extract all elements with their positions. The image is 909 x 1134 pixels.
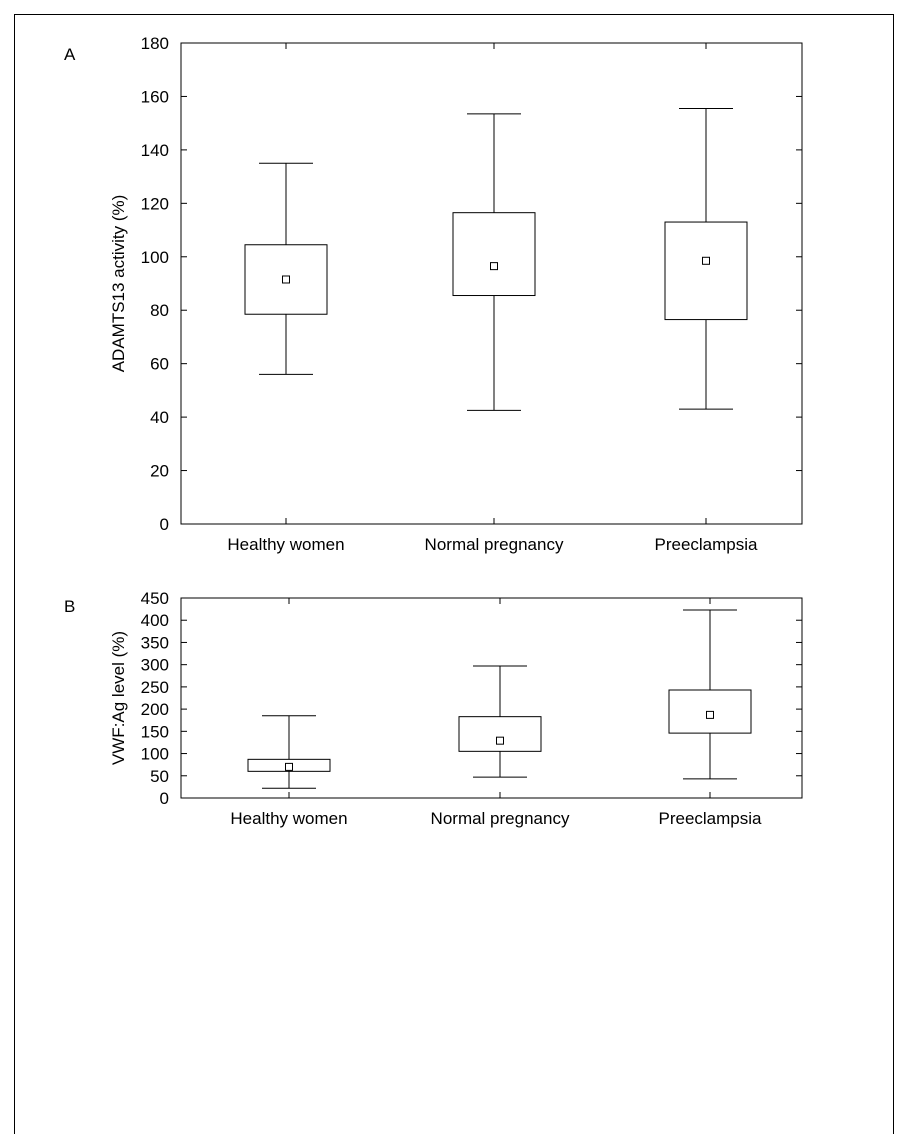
y-tick-label: 400 xyxy=(141,611,169,630)
y-tick-label: 450 xyxy=(141,589,169,608)
y-tick-label: 20 xyxy=(150,462,169,481)
figure-frame xyxy=(14,14,894,1134)
panel-label-b: B xyxy=(64,597,75,616)
y-tick-label: 300 xyxy=(141,656,169,675)
y-tick-label: 40 xyxy=(150,408,169,427)
median-marker xyxy=(706,710,714,719)
y-tick-label: 120 xyxy=(141,194,169,213)
x-category-label: Preeclampsia xyxy=(659,809,763,828)
plot-area-frame xyxy=(180,597,803,799)
y-tick-label: 180 xyxy=(141,34,169,53)
y-axis-title: ADAMTS13 activity (%) xyxy=(109,195,128,373)
median-marker xyxy=(702,256,710,265)
y-tick-label: 60 xyxy=(150,355,169,374)
box-iqr xyxy=(664,221,748,321)
y-tick-label: 350 xyxy=(141,633,169,652)
y-axis-title: VWF:Ag level (%) xyxy=(109,631,128,765)
x-category-label: Normal pregnancy xyxy=(425,535,564,554)
y-tick-label: 0 xyxy=(160,515,169,534)
y-tick-label: 100 xyxy=(141,248,169,267)
box-iqr xyxy=(452,212,536,297)
plot-area-frame xyxy=(180,42,803,525)
x-category-label: Preeclampsia xyxy=(655,535,759,554)
x-category-label: Healthy women xyxy=(227,535,344,554)
y-tick-label: 80 xyxy=(150,301,169,320)
panel-label-a: A xyxy=(64,45,76,64)
median-marker xyxy=(282,275,290,284)
x-category-label: Normal pregnancy xyxy=(431,809,570,828)
median-marker xyxy=(496,736,504,745)
box-iqr xyxy=(458,716,542,752)
y-tick-label: 100 xyxy=(141,745,169,764)
x-category-label: Healthy women xyxy=(230,809,347,828)
y-tick-label: 150 xyxy=(141,722,169,741)
y-tick-label: 160 xyxy=(141,87,169,106)
y-tick-label: 200 xyxy=(141,700,169,719)
panel-b-chart: 0 50 100 150 200 250 300 350 400 450 VWF:Ag level … xyxy=(109,589,803,828)
panel-a-chart: 0 20 40 60 80 100 120 140 160 180 ADAMTS13 activit… xyxy=(109,34,803,554)
y-tick-label: 250 xyxy=(141,678,169,697)
y-tick-label: 140 xyxy=(141,141,169,160)
y-tick-label: 0 xyxy=(160,789,169,808)
median-marker xyxy=(490,262,498,271)
y-tick-label: 50 xyxy=(150,767,169,786)
median-marker xyxy=(285,762,293,771)
